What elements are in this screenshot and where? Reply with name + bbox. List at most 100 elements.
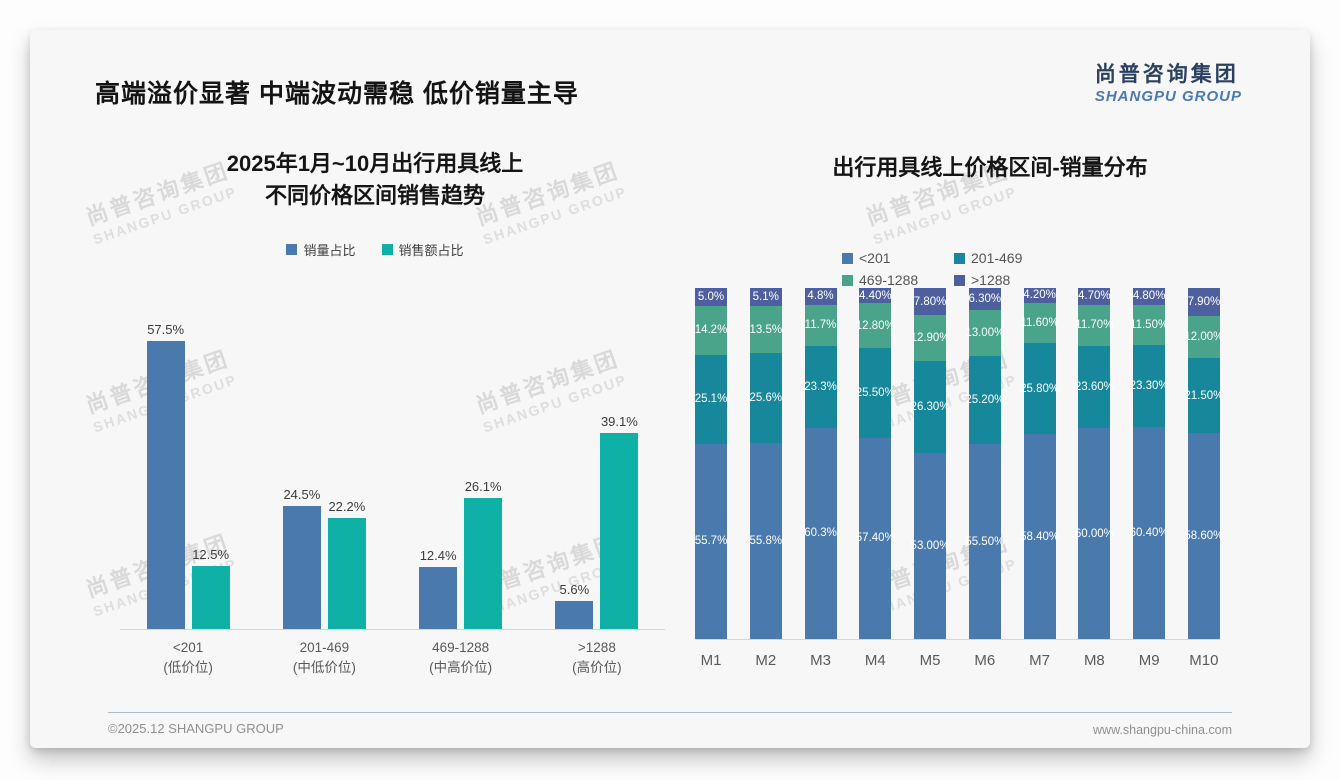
bar-segment: 23.30% <box>1130 345 1169 427</box>
bar-value-label: 57.5% <box>147 321 185 337</box>
bar-value-label: 4.20% <box>1023 289 1056 302</box>
bar-value-label: 60.00% <box>1074 527 1114 540</box>
bar-group: 12.4% 26.1% <box>419 328 503 629</box>
bar-value-label: 23.3% <box>804 380 837 393</box>
bar-value-label: 21.50% <box>1184 389 1224 402</box>
bar-value-label: 24.5% <box>283 487 321 503</box>
x-axis-label-sub: (中低价位) <box>292 659 356 675</box>
bar-segment: 13.00% <box>965 310 1004 356</box>
x-axis-label: M10 <box>1189 652 1219 669</box>
bar-segment: 60.00% <box>1075 428 1114 639</box>
x-axis-label: M8 <box>1083 652 1105 669</box>
bar-segment: 12.90% <box>911 315 950 361</box>
bar-value-label: 60.3% <box>804 527 837 540</box>
bar-value-label: 11.7% <box>804 319 837 332</box>
legend-swatch <box>381 244 393 255</box>
stacked-bar: 55.7% 25.1% 14.2% 5.0% <box>695 288 727 639</box>
x-axis-label: M3 <box>810 652 831 669</box>
bar-value-label: 7.80% <box>913 295 947 308</box>
bar-segment: 12.00% <box>1184 315 1223 358</box>
bar-segment: 14.2% <box>695 305 727 356</box>
bar-segment: 58.60% <box>1184 433 1223 639</box>
legend-swatch <box>286 244 298 255</box>
bar-value-label: 13.00% <box>965 326 1005 339</box>
bar-segment: 60.40% <box>1130 427 1169 639</box>
bar-segment: 57.40% <box>856 437 895 639</box>
bar-value-label: 11.50% <box>1130 319 1169 332</box>
bar-segment: 4.8% <box>804 288 837 305</box>
bar-value-label: 7.90% <box>1187 295 1221 308</box>
x-axis-label: M5 <box>919 652 941 669</box>
legend-item: <201 <box>842 250 954 266</box>
legend-swatch <box>954 252 965 264</box>
bar-value-label: 23.60% <box>1074 380 1114 393</box>
page-title: 高端溢价显著 中端波动需稳 低价销量主导 <box>95 80 579 108</box>
bar-segment: 26.30% <box>911 360 950 453</box>
bar-segment: 6.30% <box>968 288 1002 311</box>
legend-label: <201 <box>859 250 891 266</box>
bar-segment: 4.70% <box>1078 288 1111 305</box>
x-axis-label: M9 <box>1138 652 1160 669</box>
company-logo: 尚普咨询集团 SHANGPU GROUP <box>1095 58 1242 105</box>
bar-value-label: 11.70% <box>1075 319 1114 332</box>
bar-segment: 7.90% <box>1188 288 1220 316</box>
bar-segment: 5.6% <box>555 582 594 629</box>
bar-segment: 4.20% <box>1023 288 1056 303</box>
footer-website: www.shangpu-china.com <box>1093 723 1232 737</box>
bar-segment: 12.4% <box>419 548 458 629</box>
bar-value-label: 12.4% <box>419 547 457 563</box>
x-axis-label: >1288 (高价位) <box>529 638 665 677</box>
bar-segment: 39.1% <box>600 414 639 629</box>
bar-value-label: 26.30% <box>910 400 950 413</box>
x-axis-label-sub: (中高价位) <box>429 659 493 675</box>
bar-value-label: 13.5% <box>749 323 783 336</box>
bar-value-label: 5.0% <box>697 290 725 303</box>
logo-cn-text: 尚普咨询集团 <box>1094 63 1239 86</box>
bar-value-label: 55.7% <box>694 535 728 548</box>
bar-segment: 11.7% <box>804 304 837 346</box>
bar-value-label: 25.50% <box>855 387 895 399</box>
left-x-axis-labels: <201 (低价位) 201-469 (中低价位) 469-1288 (中高价位) >128… <box>120 638 665 677</box>
bar-segment: 53.00% <box>911 452 950 639</box>
legend-item: >1288 <box>954 272 1104 288</box>
bar-value-label: 60.40% <box>1129 527 1169 539</box>
bar-value-label: 6.30% <box>968 293 1002 306</box>
bar-segment: 12.5% <box>191 547 230 629</box>
stacked-bar: 55.50% 25.20% 13.00% 6.30% <box>965 288 1004 639</box>
bar-value-label: 55.50% <box>965 535 1005 548</box>
legend-label: >1288 <box>971 272 1011 288</box>
bar-segment: 21.50% <box>1184 357 1223 434</box>
left-chart-title-line2: 不同价格区间销售趋势 <box>264 182 485 208</box>
right-plot: 55.7% 25.1% 14.2% 5.0% 55.8% 25.6% 13.5% 5.1% 60… <box>695 288 1223 640</box>
stacked-bar: 53.00% 26.30% 12.90% 7.80% <box>911 288 950 639</box>
slide-card: 尚普咨询集团 SHANGPU GROUP 尚普咨询集团 SHANGPU GROUP 尚普… <box>30 30 1310 748</box>
stacked-bar: 57.40% 25.50% 12.80% 4.40% <box>856 288 895 639</box>
bar-value-label: 39.1% <box>600 413 638 429</box>
bar-value-label: 5.1% <box>752 290 779 303</box>
bar-value-label: 4.40% <box>858 289 892 302</box>
bar-segment: 55.8% <box>749 443 782 639</box>
bar-value-label: 53.00% <box>910 539 950 552</box>
bar-segment: 25.1% <box>695 355 727 444</box>
left-chart-title: 2025年1月~10月出行用具线上 不同价格区间销售趋势 <box>90 148 660 212</box>
left-chart-title-line1: 2025年1月~10月出行用具线上 <box>226 151 524 176</box>
bar-segment: 60.3% <box>804 427 837 639</box>
x-axis-label: M6 <box>974 652 996 669</box>
legend-item: 469-1288 <box>842 272 954 288</box>
watermark-en-text: SHANGPU GROUP <box>870 182 1019 247</box>
stacked-bar: 60.40% 23.30% 11.50% 4.80% <box>1130 288 1169 639</box>
bar-segment: 58.40% <box>1020 434 1059 639</box>
bar-group: 57.5% 12.5% <box>146 322 230 629</box>
x-axis-label: M1 <box>700 652 722 669</box>
bar-group: 24.5% 22.2% <box>282 328 366 629</box>
x-axis-label-main: <201 <box>172 640 204 655</box>
bar-segment: 57.5% <box>146 322 185 629</box>
bar-value-label: 12.5% <box>192 547 230 563</box>
bar-value-label: 4.8% <box>807 290 834 303</box>
x-axis-label: <201 (低价位) <box>120 638 256 677</box>
bar-segment: 13.5% <box>749 305 783 354</box>
x-axis-label-main: >1288 <box>577 640 616 655</box>
legend-swatch <box>842 252 853 264</box>
footer-copyright: ©2025.12 SHANGPU GROUP <box>108 721 284 736</box>
right-chart-title: 出行用具线上价格区间-销量分布 <box>832 155 1148 180</box>
